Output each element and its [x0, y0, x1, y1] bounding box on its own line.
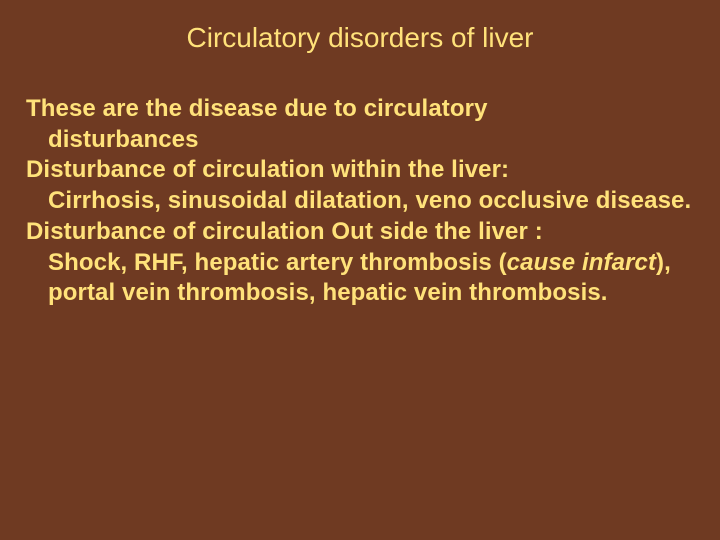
body-line-2-indent: Cirrhosis, sinusoidal dilatation, veno o… [26, 186, 692, 217]
slide-title: Circulatory disorders of liver [20, 22, 700, 54]
body-line-3-indent: Shock, RHF, hepatic artery thrombosis (c… [26, 248, 692, 309]
slide: Circulatory disorders of liver These are… [0, 0, 720, 540]
slide-body: These are the disease due to circulatory… [26, 94, 692, 309]
body-line-3: Disturbance of circulation Out side the … [26, 218, 543, 245]
body-line-1: These are the disease due to circulatory [26, 95, 488, 122]
body-line-3-ital: cause infarct [507, 249, 656, 276]
body-line-2: Disturbance of circulation within the li… [26, 156, 509, 183]
body-line-3-pre: Shock, RHF, hepatic artery thrombosis ( [48, 249, 507, 276]
body-line-1-indent: disturbances [26, 125, 692, 156]
